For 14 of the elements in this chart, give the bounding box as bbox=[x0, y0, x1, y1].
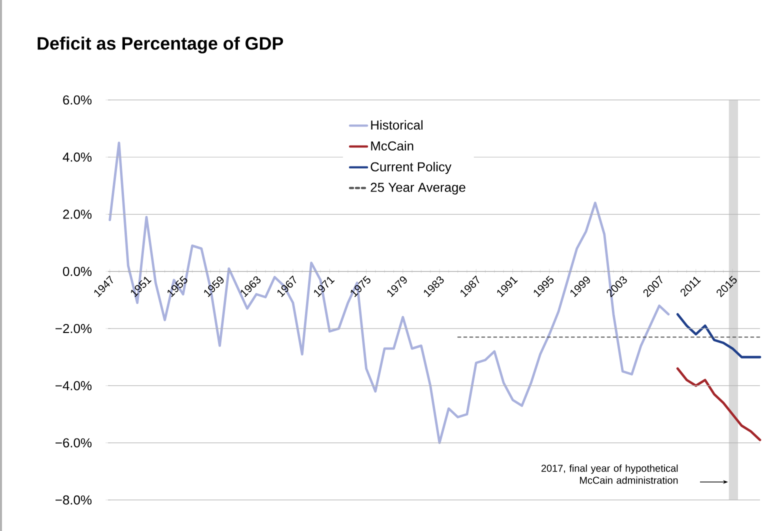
legend-label: McCain bbox=[371, 141, 414, 151]
legend-label: Historical bbox=[371, 120, 423, 130]
y-tick-label: −4.0% bbox=[56, 381, 92, 390]
y-tick-label: −6.0% bbox=[56, 438, 92, 448]
chart-title: Deficit as Percentage of GDP bbox=[38, 36, 284, 54]
y-tick-label: 4.0% bbox=[62, 152, 92, 162]
y-tick-label: 6.0% bbox=[63, 95, 92, 105]
legend-label: Current Policy bbox=[370, 162, 452, 174]
y-tick-label: 2.0% bbox=[63, 210, 92, 219]
y-tick-label: 0.0% bbox=[62, 266, 92, 276]
y-tick-label: −8.0% bbox=[56, 495, 92, 505]
annotation: 2017, final year of hypothetical McCain administration bbox=[541, 464, 678, 484]
legend-label: 25 Year Average bbox=[370, 182, 466, 194]
y-tick-label: −2.0% bbox=[56, 324, 92, 334]
